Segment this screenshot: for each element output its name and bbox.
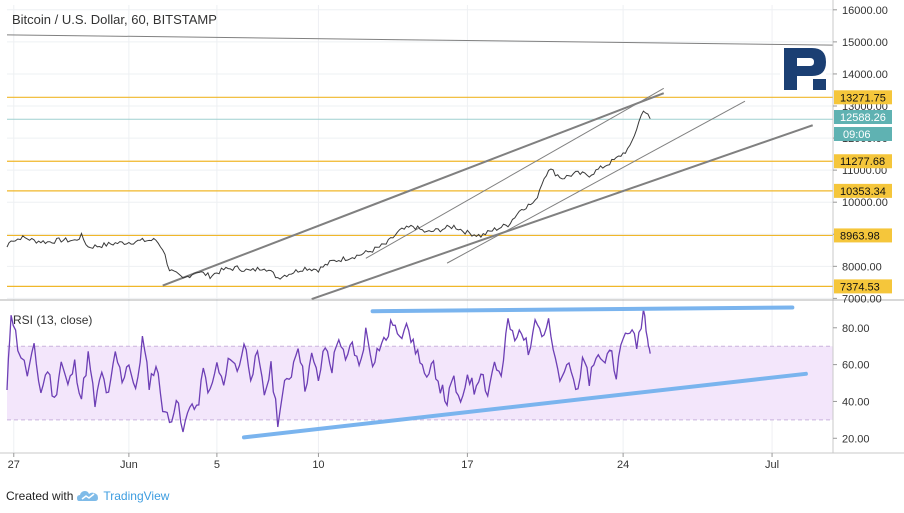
rsi-tick-label: 60.00 [842, 360, 870, 372]
tradingview-brand[interactable]: TradingView [103, 489, 170, 503]
level-tag [834, 228, 892, 243]
chart-canvas: 16000.0015000.0014000.0013000.0012000.00… [0, 0, 904, 471]
rsi-tick-label: 40.00 [842, 396, 870, 408]
rsi-tick-label: 80.00 [842, 323, 870, 335]
level-label: 7374.53 [840, 281, 880, 293]
chart-title: Bitcoin / U.S. Dollar, 60, BITSTAMP [12, 12, 217, 27]
time-tick-label: 5 [214, 459, 220, 471]
level-tag [834, 279, 892, 294]
levels [7, 96, 833, 287]
price-series [6, 110, 651, 280]
countdown-label: 09:06 [843, 129, 871, 141]
rsi-band-fill [7, 346, 833, 420]
time-tick-label: 27 [8, 459, 20, 471]
time-tick-label: Jul [765, 459, 779, 471]
level-tag [834, 90, 892, 105]
inner-lower-trendline [446, 100, 746, 264]
rsi-title: RSI (13, close) [13, 313, 92, 327]
rsi-resistance-line [370, 305, 795, 314]
level-label: 10353.34 [840, 186, 886, 198]
price-tick-label: 7000.00 [842, 293, 882, 305]
time-tick-label: 10 [312, 459, 324, 471]
time-tick-label: 17 [461, 459, 473, 471]
time-tick-label: 24 [617, 459, 629, 471]
rsi-support-line [241, 371, 808, 440]
price-tick-label: 14000.00 [842, 69, 888, 81]
long-term-resistance-trendline [6, 34, 834, 46]
footer: Created with TradingView [6, 486, 169, 506]
time-tick-label: Jun [120, 459, 138, 471]
rsi-axis: 80.00 60.00 40.00 20.00 [833, 323, 870, 445]
current-price-label: 12588.26 [840, 112, 886, 124]
level-tag [834, 183, 892, 198]
rsi-band [7, 345, 833, 421]
level-labels: 13271.75 11277.68 10353.34 8963.98 7374.53 [834, 90, 892, 294]
channel-upper-trendline [162, 92, 665, 287]
created-with-label: Created with [6, 489, 74, 503]
countdown-tag [834, 127, 892, 141]
price-tick-label: 8000.00 [842, 261, 882, 273]
level-label: 11277.68 [840, 156, 885, 168]
rsi-series [6, 309, 651, 433]
price-axis: 16000.0015000.0014000.0013000.0012000.00… [833, 5, 888, 305]
level-label: 13271.75 [840, 92, 886, 104]
tradingview-cloud-icon [77, 491, 99, 501]
price-line [6, 110, 651, 280]
rsi-line [6, 309, 651, 433]
rsi-tick-label: 20.00 [842, 433, 870, 445]
price-tick-label: 16000.00 [842, 5, 888, 17]
time-axis: 27 Jun 5 10 17 24 Jul [8, 453, 779, 471]
channel-lower-trendline [311, 124, 814, 300]
price-tick-label: 10000.00 [842, 197, 888, 209]
level-label: 8963.98 [840, 230, 880, 242]
price-tick-label: 15000.00 [842, 37, 888, 49]
rsi-trendlines [241, 305, 808, 440]
broker-logo [780, 46, 826, 92]
level-tag [834, 154, 892, 169]
current-price-tag [834, 110, 892, 124]
